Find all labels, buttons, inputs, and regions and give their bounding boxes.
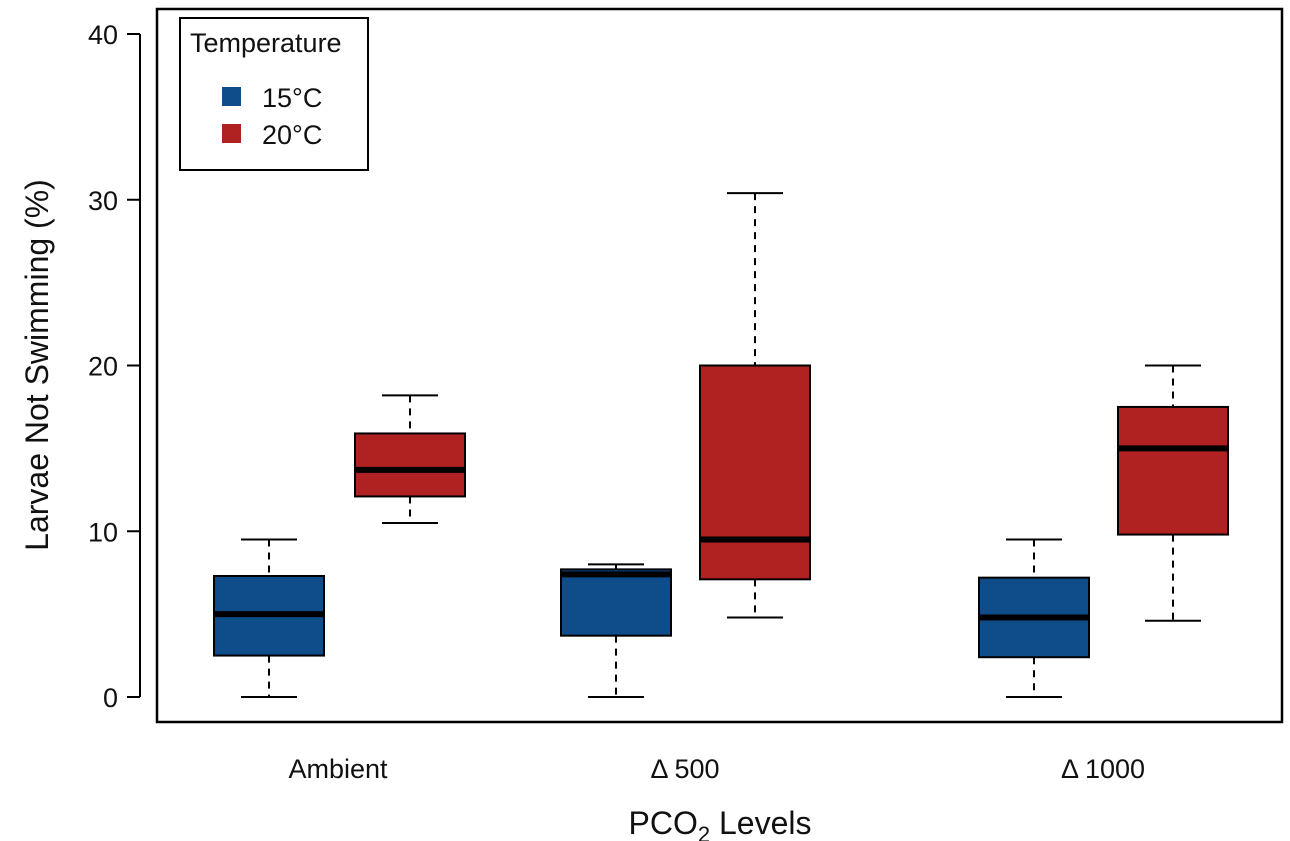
box-15c-2 bbox=[978, 538, 1090, 698]
x-category-label: Δ 500 bbox=[650, 754, 719, 784]
box-15c-1 bbox=[560, 563, 672, 698]
x-category-label: Δ 1000 bbox=[1061, 754, 1145, 784]
box-iqr bbox=[699, 364, 811, 581]
x-axis-title-subscript: 2 bbox=[698, 822, 710, 841]
legend-box bbox=[179, 17, 369, 171]
box-iqr bbox=[560, 568, 672, 637]
y-tick-label: 10 bbox=[88, 517, 118, 547]
x-axis-title-main: PCO bbox=[629, 805, 698, 841]
y-axis-title: Larvae Not Swimming (%) bbox=[19, 179, 55, 551]
y-tick-label: 30 bbox=[88, 186, 118, 216]
category-labels: Ambient Δ 500 Δ 1000 bbox=[288, 754, 1145, 784]
x-category-label: Ambient bbox=[288, 754, 388, 784]
y-axis-ticks: 0 10 20 30 40 bbox=[88, 20, 140, 713]
plot-frame bbox=[155, 7, 1284, 724]
box-iqr bbox=[354, 432, 466, 498]
box-20c-1 bbox=[699, 192, 811, 619]
legend-label-20c: 20°C bbox=[262, 120, 322, 150]
box-20c-2 bbox=[1117, 364, 1229, 622]
y-tick-label: 0 bbox=[103, 683, 118, 713]
legend-title: Temperature bbox=[190, 28, 342, 58]
legend-swatch-15c bbox=[222, 87, 241, 106]
boxes-group bbox=[213, 192, 1229, 698]
y-tick-label: 20 bbox=[88, 352, 118, 382]
box-15c-0 bbox=[213, 538, 325, 698]
y-tick-label: 40 bbox=[88, 20, 118, 50]
box-20c-0 bbox=[354, 394, 466, 524]
x-axis-title-rest: Levels bbox=[710, 805, 811, 841]
legend-label-15c: 15°C bbox=[262, 83, 322, 113]
box-iqr bbox=[1117, 405, 1229, 536]
legend-swatch-20c bbox=[222, 124, 241, 143]
x-axis-title: PCO2 Levels bbox=[629, 805, 812, 841]
legend: Temperature 15°C 20°C bbox=[179, 17, 369, 171]
